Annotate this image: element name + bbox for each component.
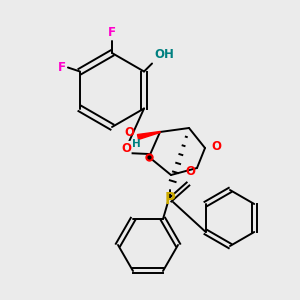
Text: O: O (185, 165, 195, 178)
Text: O: O (211, 140, 221, 154)
Text: F: F (58, 61, 66, 74)
Polygon shape (137, 131, 160, 140)
Text: P: P (165, 193, 176, 208)
Text: H: H (132, 139, 140, 149)
Text: OH: OH (154, 49, 174, 62)
Text: O: O (124, 127, 134, 140)
Text: O: O (121, 142, 131, 154)
Text: F: F (108, 26, 116, 39)
